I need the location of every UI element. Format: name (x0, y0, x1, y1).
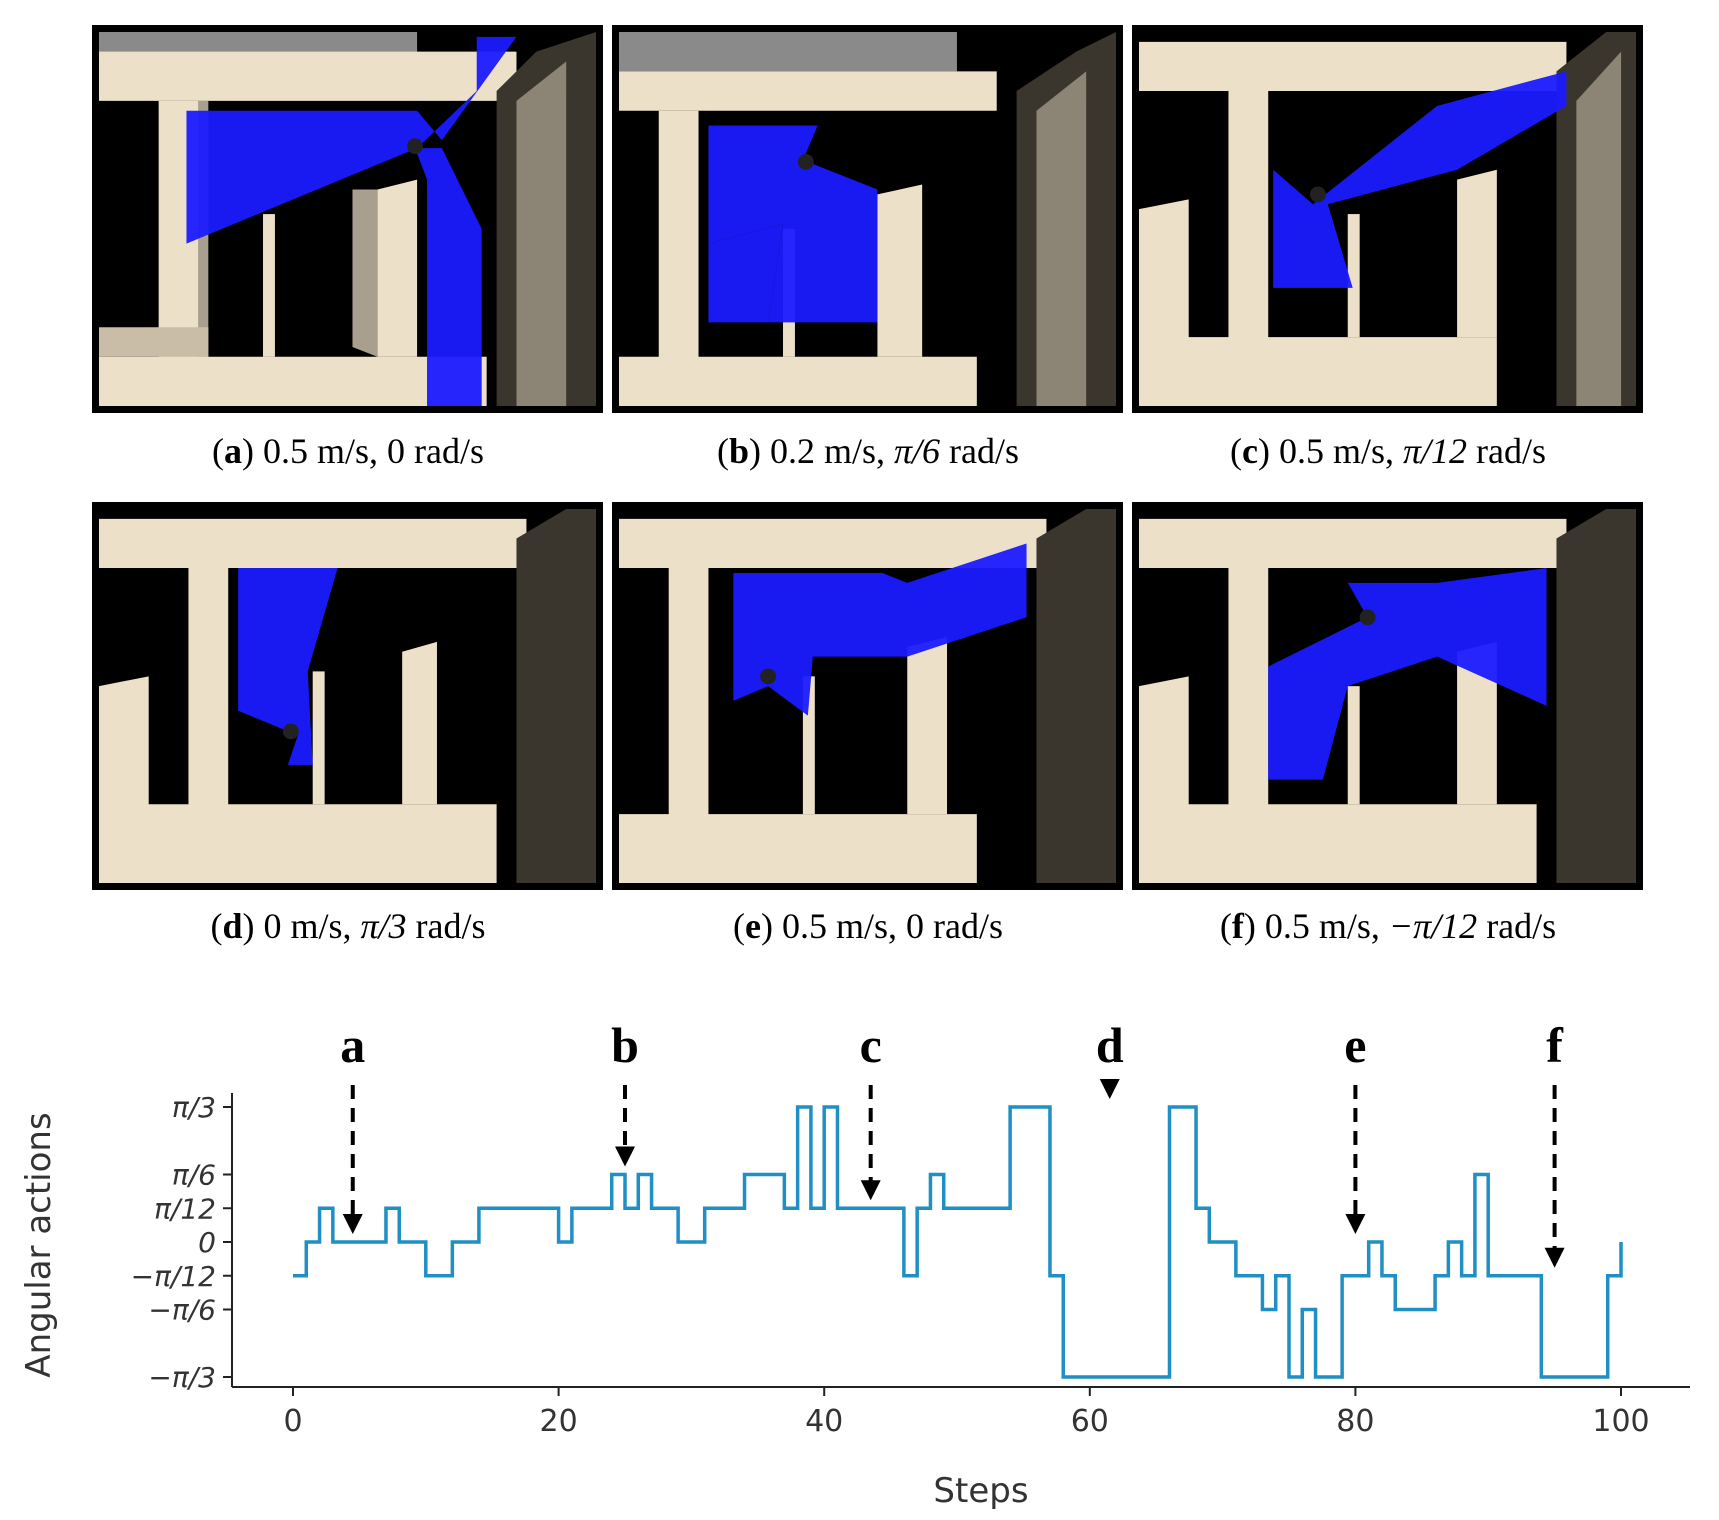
angular-actions-series-line (293, 1105, 1623, 1379)
panel-a-image (92, 25, 603, 413)
caption-a-unit: rad/s (405, 431, 484, 471)
annotation-arrow-head-b (615, 1146, 635, 1167)
annotation-arrow-head-e (1345, 1214, 1366, 1234)
x-tick-label: 0 (283, 1404, 302, 1439)
annotation-arrow-head-c (860, 1180, 881, 1201)
panel-d-image (92, 502, 603, 890)
caption-d: (d) 0 m/s, π/3 rad/s (210, 906, 486, 946)
panel-f-image (1132, 502, 1643, 890)
caption-e-speed: 0.5 m/s, (781, 906, 906, 946)
panel-c-image (1132, 25, 1643, 413)
x-tick-label: 40 (805, 1404, 843, 1439)
caption-d-unit: rad/s (406, 906, 486, 946)
caption-d-speed: 0 m/s, (263, 906, 361, 946)
y-tick-label: π/12 (154, 1192, 216, 1225)
caption-b-unit: rad/s (940, 431, 1020, 471)
x-tick-label: 20 (540, 1404, 578, 1439)
annotation-label-b: b (611, 1017, 639, 1073)
caption-b: (b) 0.2 m/s, π/6 rad/s (716, 431, 1020, 471)
annotation-label-d: d (1096, 1017, 1124, 1073)
annotation-label-f: f (1546, 1017, 1564, 1073)
y-tick-label: 0 (198, 1226, 216, 1259)
caption-c-letter: c (1241, 431, 1258, 471)
annotation-label-e: e (1344, 1017, 1366, 1073)
annotation-label-c: c (860, 1017, 882, 1073)
caption-e-letter: e (745, 906, 761, 946)
x-tick-label: 80 (1336, 1404, 1374, 1439)
annotation-arrow-head-d (1099, 1079, 1120, 1099)
caption-f-unit: rad/s (1477, 906, 1557, 946)
caption-c-angular: π/12 (1402, 431, 1468, 471)
caption-b-speed: 0.2 m/s, (769, 431, 894, 471)
y-tick-label: π/3 (172, 1091, 216, 1124)
y-tick-label: −π/12 (131, 1260, 216, 1293)
caption-f-letter: f (1231, 906, 1244, 946)
y-tick-label: −π/3 (148, 1361, 216, 1394)
annotation-arrows: a b c d e f (340, 1017, 1565, 1268)
caption-e-unit: rad/s (924, 906, 1003, 946)
caption-c: (c) 0.5 m/s, π/12 rad/s (1229, 431, 1547, 471)
caption-b-letter: b (728, 431, 749, 471)
caption-c-unit: rad/s (1467, 431, 1547, 471)
caption-a-letter: a (224, 431, 242, 471)
caption-d-letter: d (222, 906, 243, 946)
caption-f: (f) 0.5 m/s, −π/12 rad/s (1219, 906, 1557, 946)
panel-e-image (612, 502, 1123, 890)
y-tick-label: −π/6 (148, 1294, 216, 1327)
caption-a-speed: 0.5 m/s, (263, 431, 388, 471)
annotation-arrow-head-a (342, 1214, 363, 1234)
annotation-arrow-head-f (1544, 1247, 1565, 1268)
x-tick-label: 60 (1071, 1404, 1109, 1439)
x-axis-label: Steps (933, 1471, 1028, 1511)
panel-b-image (612, 25, 1123, 413)
caption-a-angular: 0 (387, 431, 406, 471)
y-tick-label: π/6 (172, 1159, 216, 1192)
caption-e: (e) 0.5 m/s, 0 rad/s (733, 906, 1003, 946)
x-tick-label: 100 (1592, 1404, 1649, 1439)
caption-f-angular: −π/12 (1388, 906, 1478, 946)
caption-f-speed: 0.5 m/s, (1264, 906, 1389, 946)
caption-a: (a) 0.5 m/s, 0 rad/s (212, 431, 484, 471)
caption-b-angular: π/6 (894, 431, 941, 471)
y-axis-label: Angular actions (19, 1112, 59, 1377)
annotation-label-a: a (340, 1017, 365, 1073)
caption-d-angular: π/3 (360, 906, 407, 946)
caption-c-speed: 0.5 m/s, (1278, 431, 1403, 471)
caption-e-angular: 0 (906, 906, 924, 946)
